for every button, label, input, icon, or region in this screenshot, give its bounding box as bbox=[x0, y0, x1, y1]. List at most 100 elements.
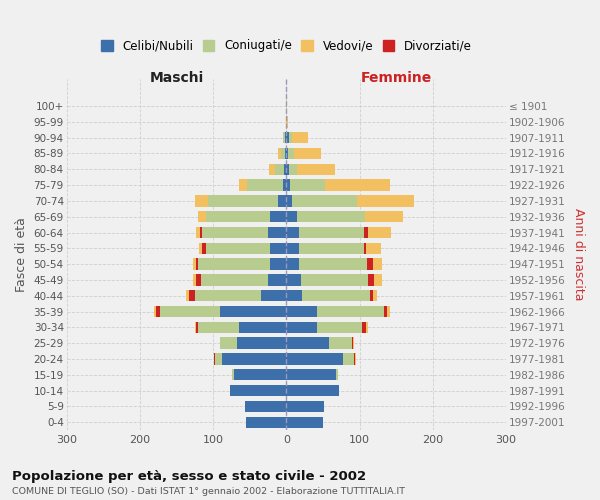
Bar bbox=[352, 338, 353, 349]
Bar bbox=[317, 322, 362, 333]
Bar bbox=[364, 242, 366, 254]
Bar bbox=[239, 180, 247, 191]
Bar bbox=[386, 306, 391, 318]
Bar bbox=[196, 274, 200, 285]
Text: Popolazione per età, sesso e stato civile - 2002: Popolazione per età, sesso e stato civil… bbox=[12, 470, 366, 483]
Bar bbox=[284, 164, 286, 175]
Bar bbox=[286, 164, 289, 175]
Bar bbox=[156, 306, 160, 318]
Bar bbox=[385, 306, 386, 318]
Bar bbox=[286, 369, 336, 380]
Bar bbox=[292, 132, 308, 143]
Bar bbox=[268, 274, 286, 285]
Bar bbox=[286, 100, 287, 112]
Bar bbox=[299, 258, 367, 270]
Bar bbox=[195, 290, 260, 302]
Bar bbox=[317, 306, 385, 318]
Bar bbox=[286, 306, 317, 318]
Bar bbox=[193, 258, 196, 270]
Bar bbox=[301, 274, 368, 285]
Bar bbox=[270, 258, 286, 270]
Bar bbox=[275, 164, 284, 175]
Bar bbox=[286, 322, 317, 333]
Bar bbox=[286, 354, 343, 364]
Text: Maschi: Maschi bbox=[149, 70, 203, 85]
Bar bbox=[200, 227, 202, 238]
Bar bbox=[270, 242, 286, 254]
Bar bbox=[367, 258, 373, 270]
Bar bbox=[373, 258, 382, 270]
Bar bbox=[356, 195, 414, 206]
Bar bbox=[195, 322, 196, 333]
Bar bbox=[278, 195, 286, 206]
Bar bbox=[290, 180, 325, 191]
Bar bbox=[286, 385, 339, 396]
Bar bbox=[289, 164, 297, 175]
Bar bbox=[199, 211, 206, 222]
Bar bbox=[374, 274, 382, 285]
Bar bbox=[193, 274, 196, 285]
Bar bbox=[293, 148, 322, 159]
Y-axis label: Fasce di età: Fasce di età bbox=[15, 217, 28, 292]
Bar bbox=[355, 354, 356, 364]
Bar bbox=[286, 242, 299, 254]
Bar bbox=[286, 180, 290, 191]
Bar bbox=[297, 211, 365, 222]
Bar bbox=[286, 195, 292, 206]
Bar bbox=[362, 322, 366, 333]
Bar bbox=[286, 227, 299, 238]
Bar bbox=[214, 354, 215, 364]
Bar bbox=[366, 242, 381, 254]
Bar bbox=[336, 369, 338, 380]
Bar bbox=[186, 290, 189, 302]
Bar bbox=[199, 242, 202, 254]
Bar bbox=[286, 258, 299, 270]
Bar bbox=[246, 416, 286, 428]
Bar bbox=[286, 211, 297, 222]
Bar bbox=[196, 258, 199, 270]
Bar bbox=[189, 290, 195, 302]
Bar bbox=[289, 132, 292, 143]
Bar bbox=[353, 338, 355, 349]
Bar bbox=[202, 227, 268, 238]
Bar bbox=[215, 354, 222, 364]
Bar bbox=[283, 180, 286, 191]
Bar bbox=[268, 227, 286, 238]
Bar bbox=[329, 338, 352, 349]
Bar bbox=[286, 132, 289, 143]
Bar bbox=[302, 290, 370, 302]
Bar bbox=[195, 195, 208, 206]
Bar bbox=[220, 306, 286, 318]
Bar bbox=[297, 164, 335, 175]
Text: Femmine: Femmine bbox=[361, 70, 432, 85]
Bar bbox=[196, 227, 200, 238]
Bar bbox=[364, 227, 368, 238]
Bar bbox=[283, 132, 285, 143]
Y-axis label: Anni di nascita: Anni di nascita bbox=[572, 208, 585, 301]
Bar bbox=[281, 148, 285, 159]
Bar bbox=[299, 227, 364, 238]
Bar bbox=[232, 369, 233, 380]
Bar bbox=[286, 400, 325, 412]
Bar bbox=[373, 290, 377, 302]
Bar bbox=[286, 148, 288, 159]
Legend: Celibi/Nubili, Coniugati/e, Vedovi/e, Divorziati/e: Celibi/Nubili, Coniugati/e, Vedovi/e, Di… bbox=[101, 40, 472, 52]
Bar bbox=[206, 242, 270, 254]
Bar bbox=[366, 322, 368, 333]
Bar bbox=[233, 369, 286, 380]
Bar bbox=[247, 180, 283, 191]
Bar bbox=[260, 290, 286, 302]
Bar bbox=[299, 242, 364, 254]
Bar bbox=[368, 274, 374, 285]
Bar bbox=[370, 290, 373, 302]
Bar bbox=[245, 400, 286, 412]
Bar bbox=[199, 258, 270, 270]
Bar bbox=[270, 211, 286, 222]
Bar bbox=[286, 290, 302, 302]
Bar bbox=[199, 322, 239, 333]
Bar bbox=[230, 385, 286, 396]
Bar bbox=[222, 354, 286, 364]
Bar bbox=[285, 132, 286, 143]
Bar bbox=[286, 416, 323, 428]
Bar bbox=[239, 322, 286, 333]
